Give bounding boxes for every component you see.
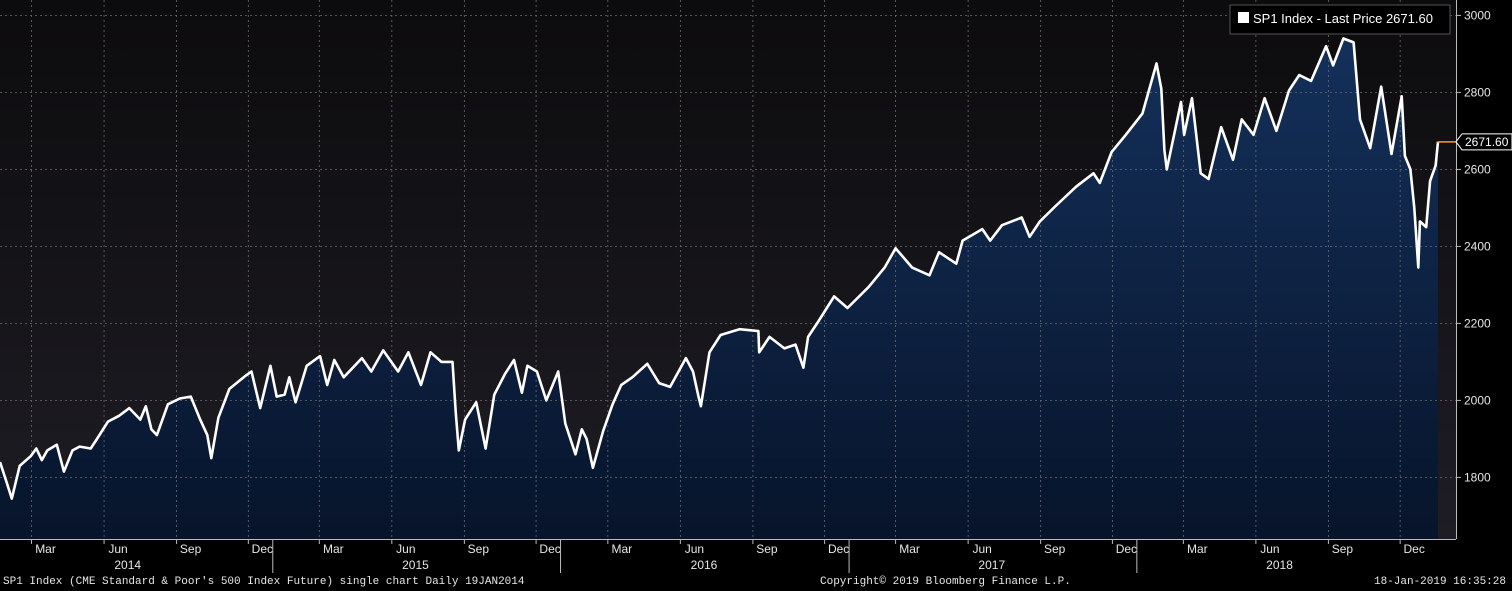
last-price-tag <box>1455 133 1512 151</box>
x-tick-label: Sep <box>468 542 490 556</box>
last-price-label: 2671.60 <box>1465 135 1509 149</box>
x-tick-label: Sep <box>180 542 202 556</box>
x-tick-label: Mar <box>323 542 344 556</box>
footer-copyright: Copyright© 2019 Bloomberg Finance L.P. <box>820 576 1071 588</box>
x-axis: Mar Jun Sep Dec Mar Jun Sep Dec Mar Jun Sep Dec Mar J… <box>0 539 1456 573</box>
x-tick-label: Mar <box>1187 542 1208 556</box>
x-tick-label: Jun <box>396 542 415 556</box>
x-tick-label: Mar <box>612 542 633 556</box>
price-line <box>0 37 1440 500</box>
x-tick-label: Dec <box>1403 542 1424 556</box>
x-tick-label: Sep <box>1332 542 1354 556</box>
x-tick-label: Dec <box>539 542 560 556</box>
footer-timestamp: 18-Jan-2019 16:35:28 <box>1373 576 1506 588</box>
x-tick-label: Jun <box>108 542 127 556</box>
line-layer <box>0 37 1440 500</box>
legend: SP1 Index - Last Price 2671.60 <box>1229 4 1451 35</box>
chart-canvas: Mar Jun Sep Dec Mar Jun Sep Dec Mar Jun Sep Dec Mar J… <box>0 0 1512 573</box>
y-axis: 1800 2000 2200 2400 2600 2800 3000 <box>1456 0 1491 539</box>
footer-source: SP1 Index (CME Standard & Poor's 500 Ind… <box>3 576 525 588</box>
y-tick-label: 2800 <box>1464 85 1491 99</box>
x-tick-label: Mar <box>899 542 920 556</box>
x-tick-label: Jun <box>685 542 704 556</box>
x-year-label: 2016 <box>691 558 718 572</box>
x-tick-label: Mar <box>35 542 56 556</box>
x-tick-label: Dec <box>252 542 273 556</box>
x-tick-label: Sep <box>1044 542 1066 556</box>
x-tick-label: Jun <box>972 542 991 556</box>
y-tick-label: 2400 <box>1464 239 1491 253</box>
legend-swatch <box>1238 12 1249 23</box>
y-tick-label: 2200 <box>1464 316 1491 330</box>
y-tick-label: 2600 <box>1464 162 1491 176</box>
x-year-label: 2017 <box>978 558 1005 572</box>
x-year-label: 2018 <box>1266 558 1293 572</box>
x-year-label: 2015 <box>402 558 429 572</box>
y-tick-label: 2000 <box>1464 393 1491 407</box>
area-layer <box>0 38 1438 539</box>
x-tick-label: Dec <box>1116 542 1137 556</box>
legend-label: SP1 Index - Last Price 2671.60 <box>1253 11 1433 26</box>
y-tick-label: 3000 <box>1464 8 1491 22</box>
x-tick-label: Dec <box>828 542 849 556</box>
legend-box <box>1229 4 1451 35</box>
x-tick-label: Sep <box>756 542 778 556</box>
x-tick-label: Jun <box>1260 542 1279 556</box>
y-tick-label: 1800 <box>1464 470 1491 484</box>
last-price-marker: 2671.60 <box>1438 133 1512 151</box>
footer: SP1 Index (CME Standard & Poor's 500 Ind… <box>0 574 1512 591</box>
price-area <box>0 38 1438 539</box>
x-year-label: 2014 <box>114 558 141 572</box>
